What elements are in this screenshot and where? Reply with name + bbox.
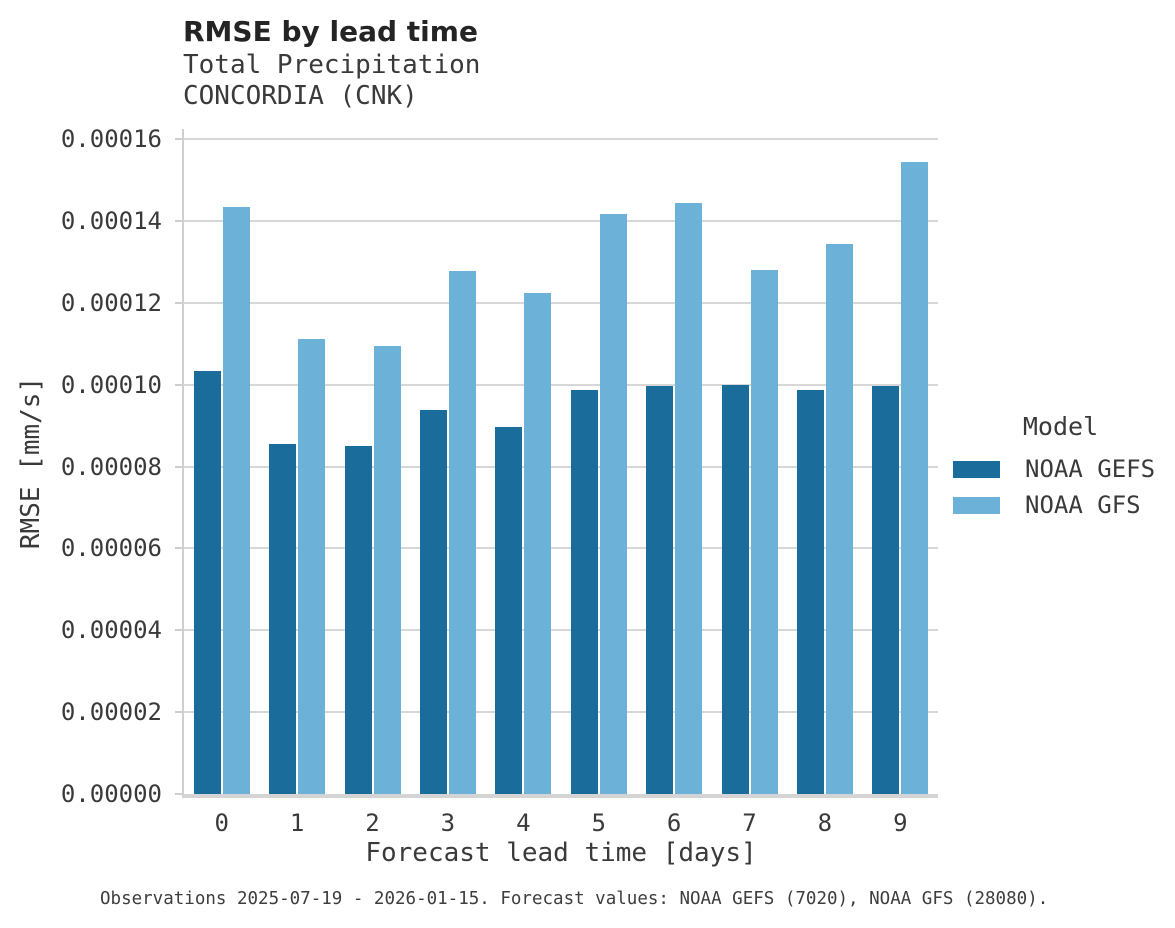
gridline (184, 220, 938, 223)
x-tick-label: 0 (214, 809, 229, 837)
bar-noaa-gfs-lead-3 (448, 271, 476, 794)
gridline (184, 465, 938, 468)
bar-noaa-gfs-lead-9 (901, 162, 929, 794)
gridline (184, 138, 938, 141)
bar-noaa-gfs-lead-6 (675, 203, 703, 794)
x-tick-label: 4 (516, 809, 531, 837)
bar-noaa-gfs-lead-0 (222, 206, 250, 794)
gridline (184, 301, 938, 304)
y-tick-label: 0.00004 (60, 616, 162, 645)
chart-title: RMSE by lead time (183, 15, 478, 48)
x-tick-label: 6 (666, 809, 682, 837)
x-tick-label: 1 (289, 809, 305, 837)
bar-noaa-gefs-lead-6 (646, 386, 674, 794)
chart-subtitle: Total Precipitation CONCORDIA (CNK) (183, 50, 480, 112)
legend: Model NOAA GEFS NOAA GFS (953, 412, 1168, 523)
y-tick-mark (175, 301, 182, 304)
legend-entry-noaa-gefs: NOAA GEFS (953, 451, 1168, 487)
x-axis-title: Forecast lead time [days] (365, 838, 757, 868)
bar-noaa-gfs-lead-1 (298, 338, 326, 794)
gridline (184, 547, 938, 550)
bar-noaa-gefs-lead-9 (872, 386, 900, 794)
y-tick-mark (175, 711, 182, 714)
legend-label: NOAA GEFS (1025, 455, 1156, 483)
y-tick-label: 0.00006 (60, 534, 162, 563)
bar-noaa-gfs-lead-7 (750, 269, 778, 794)
legend-swatch-icon (953, 496, 1000, 514)
y-tick-mark (175, 793, 182, 795)
x-tick-label: 9 (893, 809, 908, 837)
y-tick-label: 0.00010 (60, 370, 162, 399)
bar-noaa-gfs-lead-2 (373, 345, 401, 794)
bar-noaa-gefs-lead-7 (721, 384, 749, 794)
footer-caption: Observations 2025-07-19 - 2026-01-15. Fo… (100, 889, 1049, 909)
y-tick-mark (175, 138, 182, 141)
legend-title: Model (1022, 412, 1099, 441)
legend-swatch-icon (953, 460, 1000, 478)
x-tick-label: 2 (365, 809, 380, 837)
y-tick-mark (175, 465, 182, 468)
gridline (184, 629, 938, 632)
legend-entry-noaa-gfs: NOAA GFS (953, 487, 1168, 523)
bar-noaa-gefs-lead-0 (193, 371, 221, 794)
gridline (184, 383, 938, 386)
y-tick-label: 0.00002 (60, 698, 162, 727)
y-tick-mark (175, 547, 182, 550)
subtitle-station: CONCORDIA (CNK) (183, 81, 418, 111)
bar-noaa-gfs-lead-5 (599, 213, 627, 794)
y-tick-label: 0.00008 (60, 452, 162, 481)
bar-noaa-gefs-lead-1 (269, 443, 297, 794)
bar-noaa-gefs-lead-5 (570, 389, 598, 794)
y-tick-mark (175, 220, 182, 223)
bar-noaa-gfs-lead-4 (524, 293, 552, 794)
bar-noaa-gefs-lead-4 (495, 426, 523, 794)
bar-noaa-gefs-lead-2 (344, 446, 372, 794)
subtitle-variable: Total Precipitation (183, 50, 481, 80)
y-tick-label: 0.00014 (60, 207, 162, 236)
y-tick-mark (175, 629, 182, 632)
plot-area: Forecast lead time [days] 0.00000 0.00002… (61, 125, 938, 868)
x-tick-label: 7 (742, 809, 757, 837)
x-tick-label: 5 (591, 809, 606, 837)
y-tick-label: 0.00012 (60, 288, 162, 317)
gridline (184, 711, 938, 714)
y-tick-label: 0.00000 (60, 780, 162, 808)
bar-noaa-gefs-lead-8 (796, 389, 824, 794)
x-tick-label: 8 (817, 809, 833, 837)
bar-noaa-gfs-lead-8 (825, 244, 853, 794)
x-tick-label: 3 (440, 809, 456, 837)
y-tick-label: 0.00016 (60, 125, 162, 154)
bar-noaa-gefs-lead-3 (419, 409, 447, 794)
y-tick-mark (175, 383, 182, 386)
legend-label: NOAA GFS (1025, 491, 1141, 519)
